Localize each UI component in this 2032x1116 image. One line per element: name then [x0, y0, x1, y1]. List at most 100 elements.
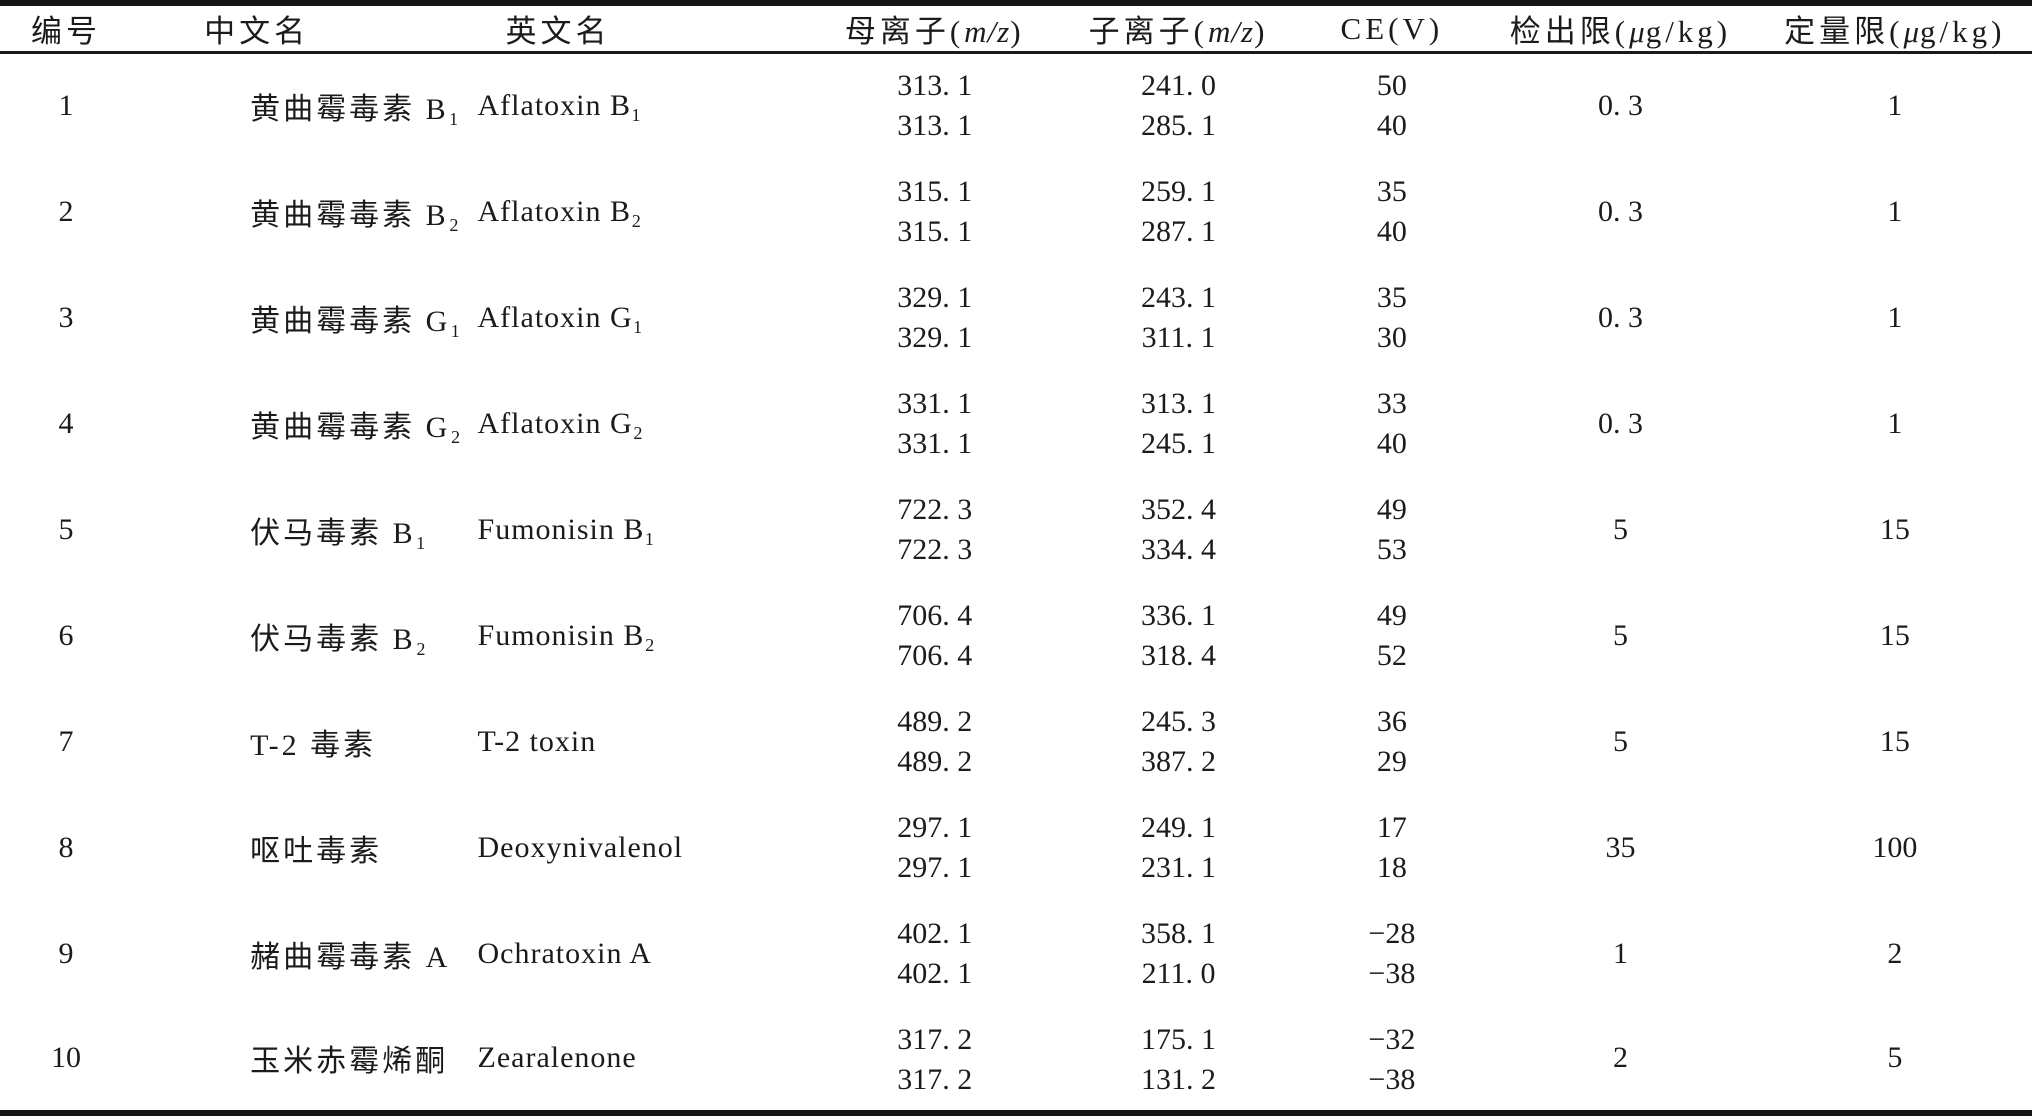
collision-energy-value: −38 — [1368, 956, 1416, 990]
column-label: 英文名 — [505, 14, 611, 49]
collision-energy-value: 52 — [1376, 638, 1407, 672]
parent-ion-value: 315. 1 — [897, 214, 973, 248]
table-row: 331. 1 245. 1 40 — [0, 424, 2032, 477]
daughter-ion-value: 358. 1 — [1141, 916, 1217, 950]
row-number: 2 — [58, 194, 74, 228]
parent-ion-value: 706. 4 — [897, 598, 973, 632]
parent-ion-value: 402. 1 — [897, 916, 973, 950]
column-label: 中文名 — [204, 14, 310, 49]
daughter-ion-value: 175. 1 — [1141, 1022, 1217, 1056]
table-row: 3 黄曲霉毒素 G₁ Aflatoxin G₁ 329. 1 243. 1 35 0. 3 1 — [0, 265, 2032, 338]
table-row: 9 赭曲霉毒素 A Ochratoxin A 402. 1 358. 1 −28 1 2 — [0, 901, 2032, 974]
collision-energy-value: 40 — [1376, 214, 1407, 248]
parent-ion-value: 329. 1 — [897, 280, 973, 314]
column-label: 编号 — [31, 14, 102, 49]
daughter-ion-value: 211. 0 — [1141, 956, 1216, 990]
column-unit-italic: μ — [1629, 14, 1646, 49]
collision-energy-value: 40 — [1376, 426, 1407, 460]
quantitation-limit-value: 100 — [1872, 830, 1918, 864]
detection-limit-value: 0. 3 — [1597, 300, 1643, 334]
english-name: Aflatoxin B₂ — [477, 194, 643, 228]
chinese-name: 黄曲霉毒素 G₁ — [250, 304, 464, 338]
table-row: 402. 1 211. 0 −38 — [0, 954, 2032, 1007]
daughter-ion-value: 285. 1 — [1141, 108, 1217, 142]
quantitation-limit-value: 15 — [1879, 724, 1910, 758]
quantitation-limit-value: 5 — [1887, 1041, 1903, 1074]
collision-energy-value: −38 — [1368, 1062, 1416, 1096]
column-header-cn: 中文名 — [132, 3, 477, 53]
quantitation-limit-value: 1 — [1887, 406, 1903, 440]
column-header-ce: CE(V) — [1300, 3, 1483, 53]
table-row: 2 黄曲霉毒素 B₂ Aflatoxin B₂ 315. 1 259. 1 35 0. 3 1 — [0, 159, 2032, 232]
column-header-id: 编号 — [0, 3, 132, 53]
column-unit-suffix: ) — [1010, 14, 1025, 49]
detection-limit-value: 0. 3 — [1597, 406, 1643, 440]
column-header-daughter: 子离子(m/z) — [1057, 3, 1301, 53]
chinese-name: 黄曲霉毒素 B₁ — [250, 93, 463, 127]
table-row: 706. 4 318. 4 52 — [0, 636, 2032, 689]
quantitation-limit-value: 15 — [1879, 512, 1910, 546]
row-number: 6 — [58, 618, 74, 652]
daughter-ion-value: 336. 1 — [1141, 598, 1217, 632]
row-number: 5 — [58, 512, 74, 546]
chinese-name: 伏马毒素 B₁ — [250, 516, 430, 550]
column-header-loq: 定量限(μg/kg) — [1758, 3, 2032, 53]
table-row: 297. 1 231. 1 18 — [0, 848, 2032, 901]
chinese-name: 伏马毒素 B₂ — [250, 622, 430, 656]
table-row: 313. 1 285. 1 40 — [0, 106, 2032, 159]
english-name: Aflatoxin B₁ — [477, 89, 643, 123]
collision-energy-value: −28 — [1368, 916, 1416, 950]
daughter-ion-value: 259. 1 — [1141, 174, 1217, 208]
column-label: 母离子( — [844, 14, 965, 49]
parent-ion-value: 402. 1 — [897, 956, 973, 990]
chinese-name: 玉米赤霉烯酮 — [250, 1045, 449, 1078]
collision-energy-value: 53 — [1376, 532, 1407, 566]
table-header: 编号 中文名 英文名 母离子(m/z) 子离子(m/z) CE(V) 检出限(μg/kg) 定… — [0, 3, 2032, 53]
table-row: 4 黄曲霉毒素 G₂ Aflatoxin G₂ 331. 1 313. 1 33 0. 3 1 — [0, 371, 2032, 444]
english-name: Fumonisin B₁ — [477, 512, 656, 546]
collision-energy-value: −32 — [1368, 1022, 1416, 1056]
detection-limit-value: 0. 3 — [1597, 194, 1643, 228]
english-name: Ochratoxin A — [477, 936, 652, 970]
row-number: 4 — [58, 406, 74, 440]
row-number: 9 — [58, 936, 74, 970]
quantitation-limit-value: 15 — [1879, 618, 1910, 652]
parent-ion-value: 313. 1 — [897, 108, 973, 142]
parent-ion-value: 297. 1 — [897, 850, 973, 884]
daughter-ion-value: 243. 1 — [1141, 280, 1217, 314]
column-unit-suffix: ) — [1254, 14, 1269, 49]
detection-limit-value: 2 — [1612, 1041, 1628, 1074]
table-row: 8 呕吐毒素 Deoxynivalenol 297. 1 249. 1 17 35 100 — [0, 795, 2032, 868]
english-name: Deoxynivalenol — [477, 830, 684, 864]
column-header-lod: 检出限(μg/kg) — [1483, 3, 1757, 53]
collision-energy-value: 40 — [1376, 108, 1407, 142]
parent-ion-value: 297. 1 — [897, 810, 973, 844]
detection-limit-value: 5 — [1612, 512, 1628, 546]
column-unit-italic: m/z — [1207, 14, 1255, 49]
parent-ion-value: 489. 2 — [897, 704, 973, 738]
collision-energy-value: 35 — [1376, 174, 1407, 208]
column-unit-italic: m/z — [964, 14, 1011, 49]
parent-ion-value: 331. 1 — [897, 386, 973, 420]
column-unit-suffix: g/kg) — [1920, 14, 2006, 49]
quantitation-limit-value: 1 — [1887, 89, 1903, 123]
collision-energy-value: 50 — [1376, 68, 1407, 102]
daughter-ion-value: 241. 0 — [1141, 68, 1217, 102]
row-number: 7 — [58, 724, 74, 758]
table-row: 7 T-2 毒素 T-2 toxin 489. 2 245. 3 36 5 15 — [0, 689, 2032, 762]
daughter-ion-value: 387. 2 — [1141, 744, 1217, 778]
quantitation-limit-value: 1 — [1887, 300, 1903, 334]
column-unit-italic: μ — [1903, 14, 1921, 49]
table-row: 5 伏马毒素 B₁ Fumonisin B₁ 722. 3 352. 4 49 5 15 — [0, 477, 2032, 550]
header-row: 编号 中文名 英文名 母离子(m/z) 子离子(m/z) CE(V) 检出限(μg/kg) 定… — [0, 3, 2032, 53]
daughter-ion-value: 311. 1 — [1141, 320, 1216, 354]
daughter-ion-value: 245. 3 — [1141, 704, 1217, 738]
detection-limit-value: 1 — [1612, 936, 1628, 970]
collision-energy-value: 36 — [1376, 704, 1407, 738]
quantitation-limit-value: 2 — [1887, 936, 1903, 970]
parent-ion-value: 317. 2 — [897, 1022, 973, 1056]
row-number: 1 — [58, 89, 74, 123]
chinese-name: 呕吐毒素 — [250, 834, 383, 868]
collision-energy-value: 17 — [1376, 810, 1407, 844]
